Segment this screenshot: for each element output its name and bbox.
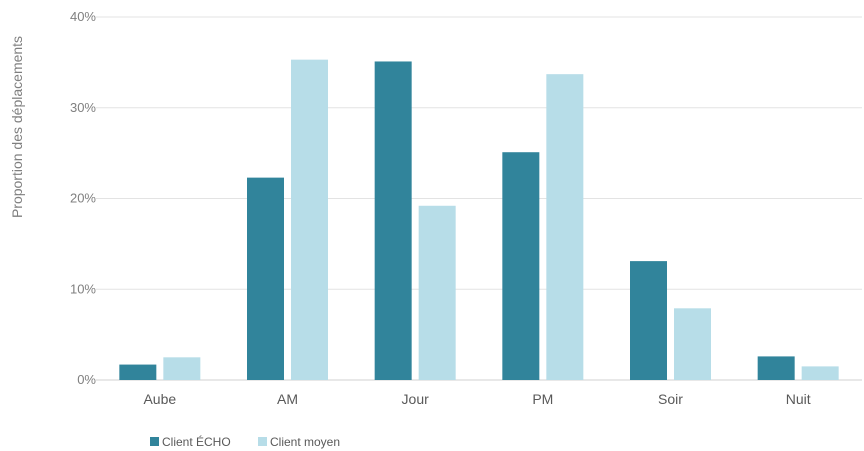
- legend-swatch: [258, 437, 267, 446]
- y-axis-title: Proportion des déplacements: [9, 36, 25, 218]
- bar-client-moyen-nuit: [801, 366, 839, 380]
- bar-client-moyen-aube: [163, 357, 201, 380]
- bar-client-echo-am: [247, 177, 284, 380]
- x-tick-label: AM: [277, 391, 298, 407]
- bars: [119, 59, 839, 381]
- bar-client-echo-pm: [502, 152, 540, 380]
- x-axis-ticks: Aube AM Jour PM Soir Nuit: [143, 391, 810, 407]
- bar-client-echo-aube: [119, 364, 157, 380]
- bar-client-moyen-jour: [418, 205, 456, 380]
- legend-swatch: [150, 437, 159, 446]
- legend-label: Client ÉCHO: [162, 434, 231, 449]
- y-axis-ticks: 0% 10% 20% 30% 40%: [70, 9, 96, 387]
- y-tick-label: 20%: [70, 191, 96, 206]
- bar-client-echo-jour: [374, 61, 412, 380]
- x-tick-label: Soir: [658, 391, 683, 407]
- y-tick-label: 10%: [70, 281, 96, 296]
- x-tick-label: Aube: [143, 391, 176, 407]
- bar-client-moyen-am: [291, 59, 328, 381]
- y-tick-label: 30%: [70, 100, 96, 115]
- legend: Client ÉCHO Client moyen: [150, 434, 340, 449]
- y-tick-label: 0%: [77, 372, 96, 387]
- x-tick-label: Nuit: [786, 391, 811, 407]
- bar-client-echo-nuit: [757, 356, 795, 380]
- bar-client-moyen-pm: [546, 74, 584, 381]
- bar-client-echo-soir: [630, 261, 667, 380]
- gridlines: [96, 16, 862, 381]
- x-tick-label: Jour: [402, 391, 430, 407]
- bar-client-moyen-soir: [674, 308, 711, 380]
- legend-label: Client moyen: [270, 435, 340, 449]
- x-tick-label: PM: [532, 391, 553, 407]
- y-tick-label: 40%: [70, 9, 96, 24]
